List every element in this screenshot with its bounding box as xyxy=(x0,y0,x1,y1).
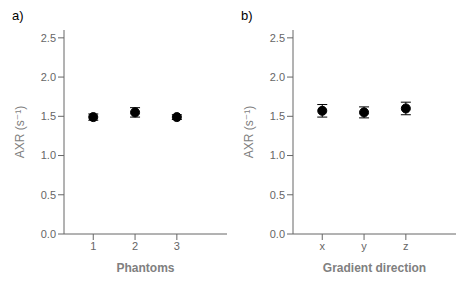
svg-text:0.5: 0.5 xyxy=(41,189,56,201)
svg-text:2.0: 2.0 xyxy=(270,71,285,83)
svg-text:x: x xyxy=(320,240,326,252)
svg-text:Gradient direction: Gradient direction xyxy=(323,261,426,275)
svg-text:2: 2 xyxy=(132,240,138,252)
svg-text:1.5: 1.5 xyxy=(41,110,56,122)
svg-text:AXR (s⁻¹): AXR (s⁻¹) xyxy=(242,106,256,158)
svg-text:Phantoms: Phantoms xyxy=(116,261,174,275)
svg-text:1.5: 1.5 xyxy=(270,110,285,122)
svg-text:0.0: 0.0 xyxy=(41,228,56,240)
svg-text:z: z xyxy=(403,240,409,252)
svg-text:y: y xyxy=(361,240,367,252)
svg-text:2.5: 2.5 xyxy=(270,32,285,44)
svg-text:1.0: 1.0 xyxy=(270,149,285,161)
svg-text:2.5: 2.5 xyxy=(41,32,56,44)
html-text:b): b) xyxy=(241,8,253,23)
svg-text:3: 3 xyxy=(174,240,180,252)
svg-text:0.0: 0.0 xyxy=(270,228,285,240)
svg-text:AXR (s⁻¹): AXR (s⁻¹) xyxy=(13,106,27,158)
svg-text:1: 1 xyxy=(90,240,96,252)
svg-text:0.5: 0.5 xyxy=(270,189,285,201)
html-text:a): a) xyxy=(12,8,24,23)
svg-text:1.0: 1.0 xyxy=(41,149,56,161)
svg-text:2.0: 2.0 xyxy=(41,71,56,83)
